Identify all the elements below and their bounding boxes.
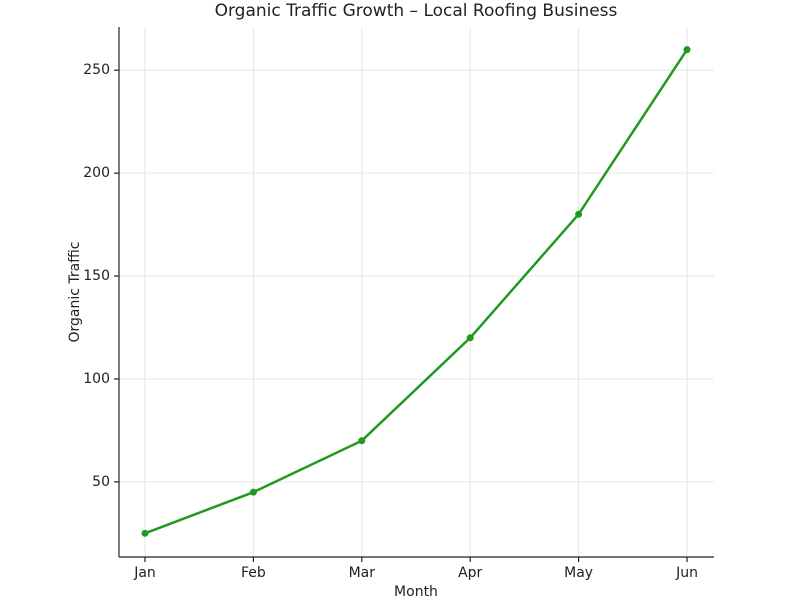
x-tick-label: Apr — [458, 565, 482, 581]
x-tick-label: Jan — [133, 565, 156, 581]
y-tick-label: 100 — [83, 371, 110, 387]
y-tick-label: 50 — [92, 474, 110, 490]
point — [249, 488, 257, 496]
x-axis-label: Month — [394, 584, 438, 600]
x-tick-label: Jun — [675, 565, 698, 581]
point — [358, 437, 366, 445]
y-tick-label: 150 — [83, 268, 110, 284]
y-tick-label: 250 — [83, 62, 110, 78]
y-tick-label: 200 — [83, 165, 110, 181]
y-axis-label: Organic Traffic — [67, 242, 83, 343]
point — [466, 334, 474, 342]
point — [141, 529, 149, 537]
chart-title: Organic Traffic Growth – Local Roofing B… — [215, 1, 618, 21]
line — [144, 48, 689, 535]
x-tick-label: Feb — [241, 565, 266, 581]
x-tick-label: May — [564, 565, 593, 581]
point — [683, 46, 691, 54]
point — [575, 210, 583, 218]
grid — [119, 27, 714, 557]
x-tick-label: Mar — [349, 565, 376, 581]
